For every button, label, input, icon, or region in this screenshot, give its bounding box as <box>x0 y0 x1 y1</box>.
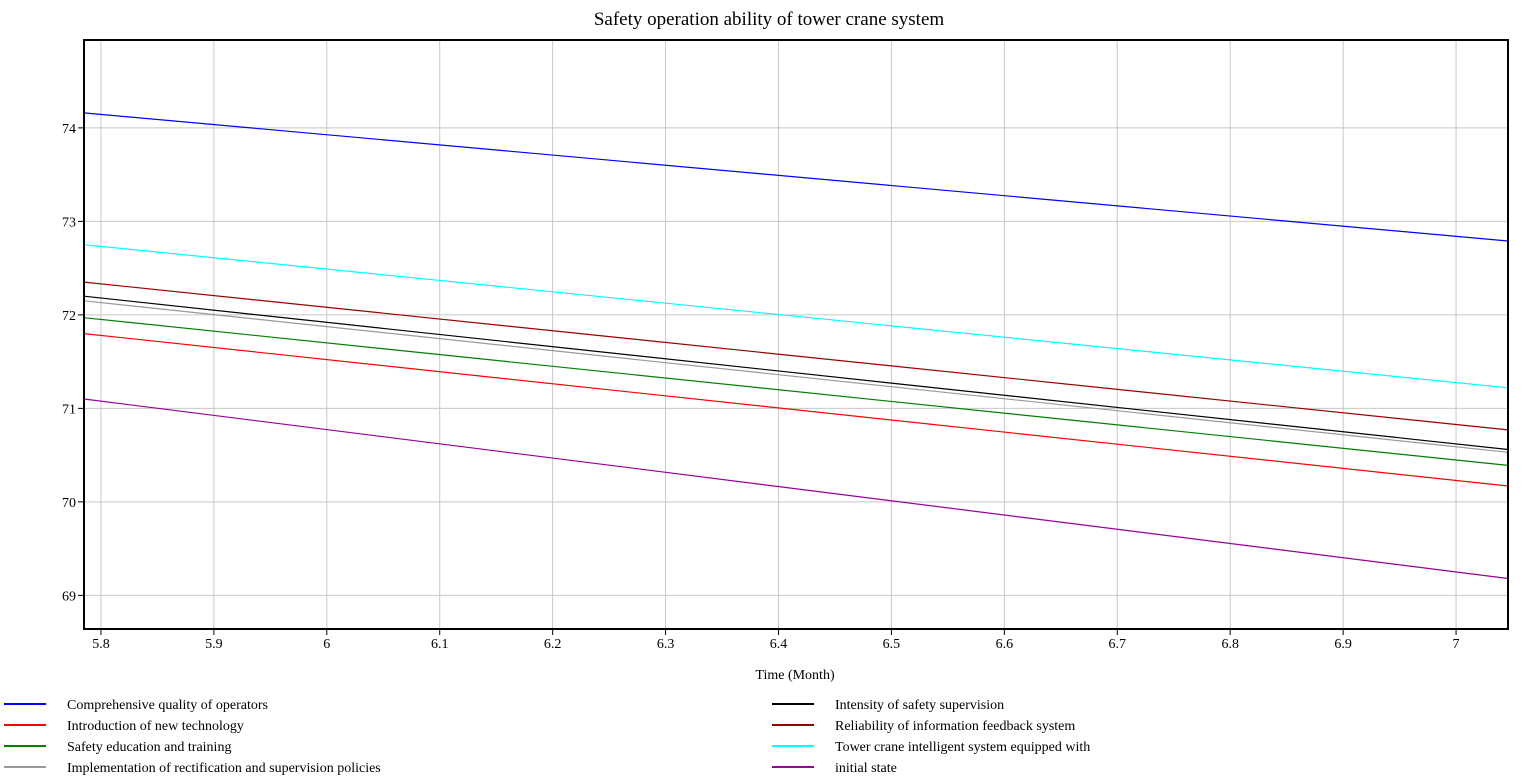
series-line-2 <box>83 333 1509 487</box>
legend-label-7: Tower crane intelligent system equipped … <box>835 740 1090 755</box>
x-tick-label: 7 <box>1453 637 1460 652</box>
chart-title: Safety operation ability of tower crane … <box>594 9 945 30</box>
series-line-5 <box>83 295 1509 451</box>
plot-area-frame <box>83 39 1509 630</box>
x-tick-label: 6.4 <box>770 637 788 652</box>
y-tick-label: 73 <box>62 215 76 230</box>
y-tick-label: 70 <box>62 496 76 511</box>
x-tick-label: 6.1 <box>431 637 449 652</box>
legend-label-4: Implementation of rectification and supe… <box>67 761 381 776</box>
x-tick-label: 5.9 <box>205 637 223 652</box>
series-line-6 <box>83 281 1509 431</box>
legend-label-8: initial state <box>835 761 897 776</box>
x-axis-label: Time (Month) <box>755 668 835 683</box>
x-tick-label: 6.6 <box>996 637 1014 652</box>
x-tick-label: 6.5 <box>883 637 901 652</box>
legend-label-1: Comprehensive quality of operators <box>67 698 268 713</box>
grid-lines <box>84 40 1508 629</box>
x-tick-label: 6.3 <box>657 637 675 652</box>
x-axis-ticks: 5.8 5.9 6 6.1 6.2 6.3 6.4 6.5 6.6 6.7 6.8 6.9 7 <box>92 629 1460 652</box>
y-axis-ticks: 69 70 71 72 73 74 <box>62 122 84 604</box>
x-tick-label: 6.8 <box>1221 637 1239 652</box>
y-tick-label: 69 <box>62 589 76 604</box>
x-tick-label: 6.2 <box>544 637 562 652</box>
series-lines <box>83 112 1509 580</box>
legend-label-5: Intensity of safety supervision <box>835 698 1004 713</box>
series-line-4 <box>83 300 1509 453</box>
legend-label-2: Introduction of new technology <box>67 719 244 734</box>
x-tick-label: 5.8 <box>92 637 110 652</box>
legend-label-3: Safety education and training <box>67 740 231 755</box>
y-tick-label: 71 <box>62 402 76 417</box>
series-line-1 <box>83 112 1509 242</box>
legend-label-6: Reliability of information feedback syst… <box>835 719 1075 734</box>
x-tick-label: 6.7 <box>1109 637 1127 652</box>
y-tick-label: 74 <box>62 122 76 137</box>
series-line-7 <box>83 244 1509 389</box>
legend: Comprehensive quality of operators Introd… <box>4 698 1090 776</box>
series-line-8 <box>83 398 1509 580</box>
x-tick-label: 6 <box>323 637 330 652</box>
series-line-3 <box>83 317 1509 466</box>
x-tick-label: 6.9 <box>1334 637 1352 652</box>
y-tick-label: 72 <box>62 309 76 324</box>
